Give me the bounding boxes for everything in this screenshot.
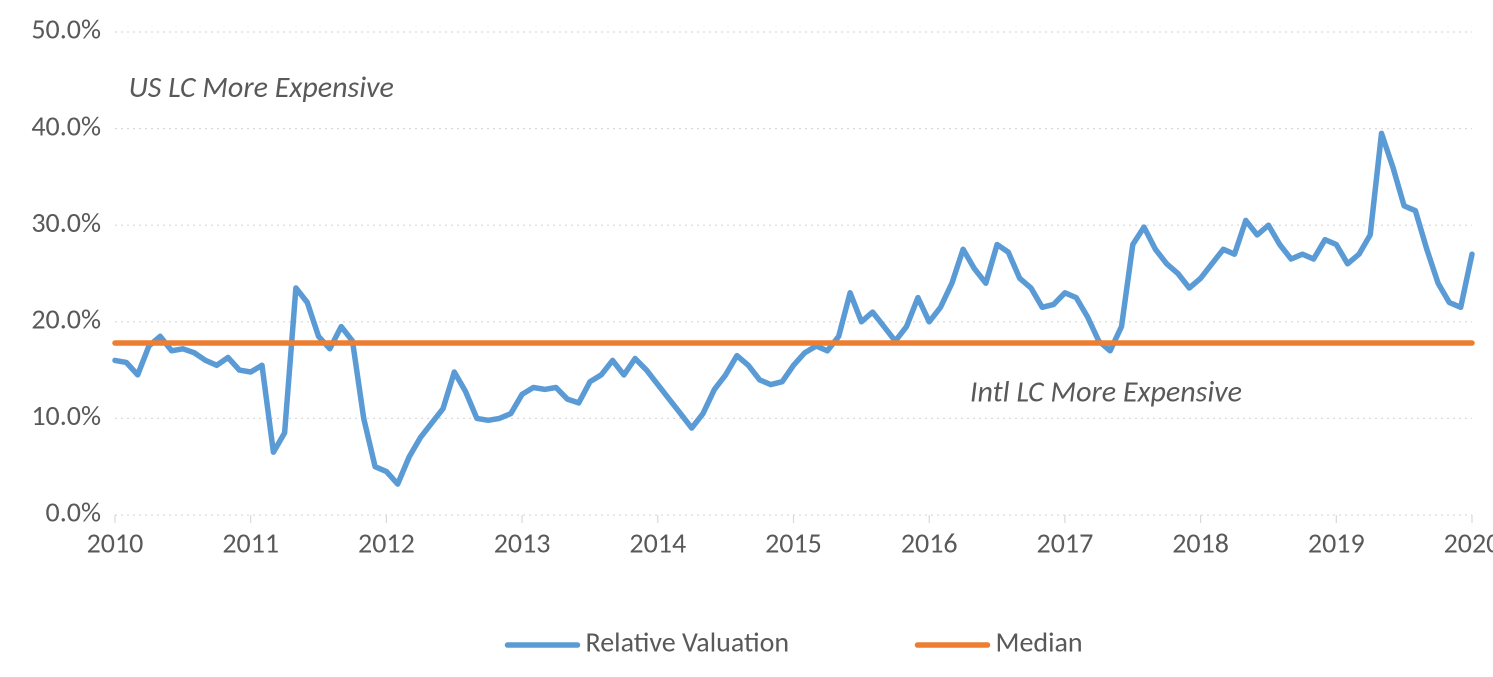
legend-label: Median [996,625,1083,660]
y-tick-label: 40.0% [31,108,101,143]
x-tick-label: 2017 [1037,526,1094,561]
x-tick-label: 2012 [358,526,415,561]
y-tick-label: 30.0% [31,205,101,240]
x-tick-label: 2011 [222,526,279,561]
y-tick-label: 20.0% [31,301,101,336]
legend: Relative Valuation Median [508,625,1083,660]
x-tick-label: 2016 [901,526,958,561]
x-tick-label: 2019 [1308,526,1365,561]
x-tick-label: 2018 [1172,526,1229,561]
x-tick-label: 2015 [765,526,822,561]
chart-svg: 0.0% 10.0% 20.0% 30.0% 40.0% 50.0% 2010 2011 201… [0,0,1493,677]
relative-valuation-chart: 0.0% 10.0% 20.0% 30.0% 40.0% 50.0% 2010 2011 201… [0,0,1493,677]
x-tick-label: 2013 [494,526,551,561]
x-tick-label: 2020 [1444,526,1493,561]
chart-annotation: Intl LC More Expensive [970,373,1242,410]
legend-label: Relative Valuation [586,625,790,660]
series-relative-valuation [115,133,1472,484]
y-tick-label: 10.0% [31,398,101,433]
x-tick-label: 2010 [87,526,144,561]
y-tick-label: 50.0% [31,12,101,47]
chart-annotation: US LC More Expensive [129,69,394,106]
x-tick-label: 2014 [629,526,686,561]
y-tick-label: 0.0% [46,495,101,530]
